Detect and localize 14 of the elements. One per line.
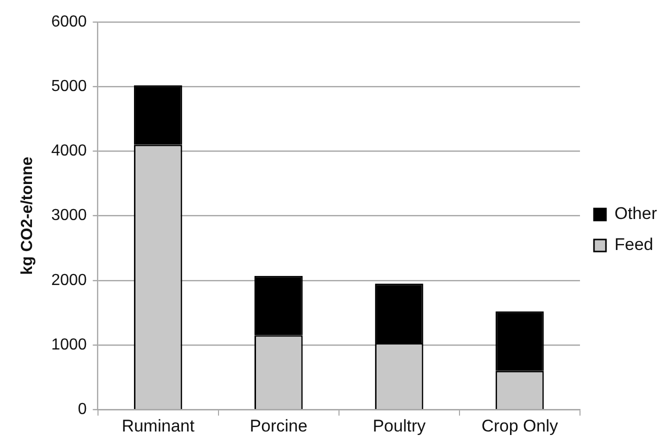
y-tick-label: 4000 — [51, 142, 87, 160]
y-axis-title: kg CO2-e/tonne — [19, 156, 36, 275]
legend-label: Other — [614, 204, 658, 224]
x-tick-label: Poultry — [372, 416, 426, 436]
y-tick-label: 0 — [78, 401, 87, 418]
y-tick-label: 2000 — [51, 272, 87, 289]
legend-label: Feed — [614, 235, 654, 254]
y-tick-label: 1000 — [51, 336, 87, 354]
x-tick-label: Crop Only — [481, 416, 558, 436]
y-tick-label: 3000 — [51, 207, 87, 224]
x-tick-label: Ruminant — [122, 416, 195, 436]
y-tick-label: 5000 — [51, 78, 87, 96]
x-tick-label: Porcine — [250, 416, 308, 436]
y-tick-label: 6000 — [51, 13, 87, 30]
